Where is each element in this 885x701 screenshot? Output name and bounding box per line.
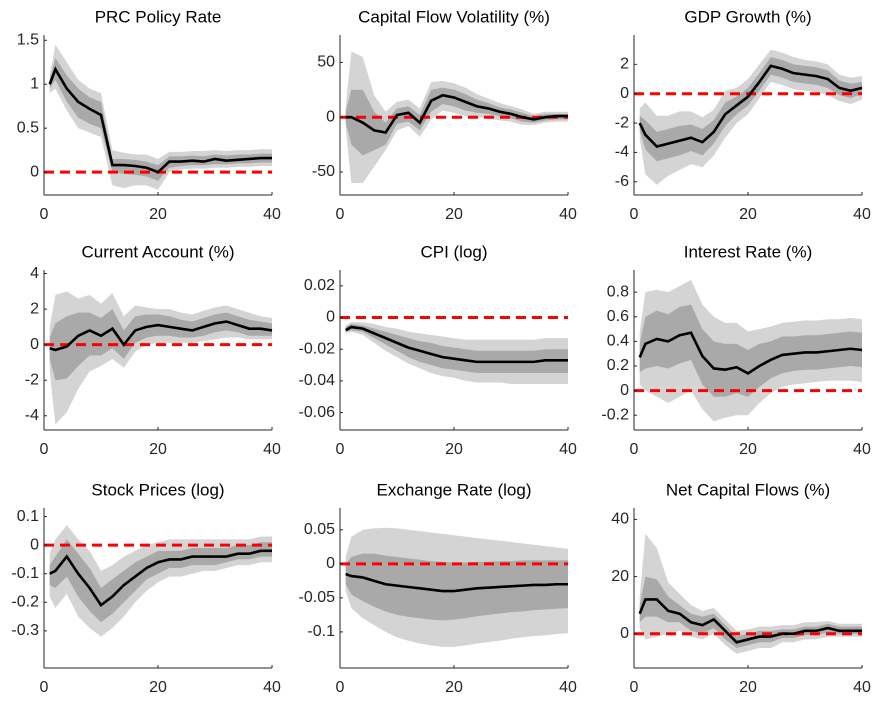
y-tick-label: 0.5 (17, 119, 39, 136)
y-tick-label: -4 (615, 144, 629, 161)
y-tick-label: -0.3 (11, 622, 39, 639)
x-tick-label: 20 (739, 206, 757, 223)
x-tick-label: 40 (559, 679, 577, 696)
x-tick-label: 0 (630, 206, 639, 223)
confidence-band (639, 49, 862, 185)
x-tick-label: 40 (853, 679, 871, 696)
y-tick-label: -0.2 (11, 594, 39, 611)
y-tick-label: 0 (620, 382, 629, 399)
x-tick-label: 40 (263, 441, 281, 458)
y-tick-label: 1 (30, 75, 39, 92)
y-tick-label: 0 (326, 108, 335, 125)
median-line (345, 325, 568, 364)
x-tick-label: 20 (445, 206, 463, 223)
x-tick-label: 20 (149, 441, 167, 458)
x-tick-label: 40 (853, 441, 871, 458)
chart-title: Current Account (%) (81, 242, 234, 261)
y-tick-label: 0.6 (607, 308, 629, 325)
y-tick-label: -0.06 (299, 404, 336, 421)
chart-title: Stock Prices (log) (91, 480, 224, 499)
y-tick-label: 0.8 (607, 283, 629, 300)
y-tick-label: 0.05 (304, 521, 335, 538)
median-line (49, 320, 273, 352)
y-tick-label: 2 (30, 300, 39, 317)
confidence-band (345, 553, 568, 621)
y-tick-label: 0.2 (607, 357, 629, 374)
confidence-band (49, 44, 273, 190)
y-tick-label: -0.02 (299, 340, 336, 357)
x-tick-label: 20 (445, 441, 463, 458)
median-line (49, 549, 272, 608)
x-tick-label: 0 (630, 679, 639, 696)
y-tick-label: 20 (611, 568, 629, 585)
median-line (638, 331, 863, 375)
x-tick-label: 0 (336, 206, 345, 223)
y-tick-label: -0.1 (11, 565, 39, 582)
y-tick-label: 0.02 (304, 277, 335, 294)
x-tick-label: 40 (263, 206, 281, 223)
chart-title: GDP Growth (%) (684, 7, 811, 26)
x-tick-label: 0 (336, 441, 345, 458)
y-tick-label: 0.4 (607, 333, 629, 350)
x-tick-label: 0 (336, 679, 345, 696)
confidence-band (49, 57, 273, 181)
x-tick-label: 20 (149, 679, 167, 696)
x-tick-label: 20 (739, 679, 757, 696)
x-tick-label: 0 (40, 679, 49, 696)
chart-title: Exchange Rate (log) (377, 480, 532, 499)
x-tick-label: 20 (445, 679, 463, 696)
y-tick-label: -6 (615, 173, 629, 190)
y-tick-label: -0.1 (307, 623, 335, 640)
y-tick-label: -0.2 (601, 406, 629, 423)
x-tick-label: 20 (739, 441, 757, 458)
chart-title: PRC Policy Rate (95, 7, 222, 26)
median-line (638, 598, 862, 644)
y-tick-label: 0 (30, 163, 39, 180)
x-tick-label: 20 (149, 206, 167, 223)
x-tick-label: 40 (853, 206, 871, 223)
chart-title: Capital Flow Volatility (%) (358, 7, 550, 26)
y-tick-label: 1.5 (17, 31, 39, 48)
y-tick-label: 50 (317, 54, 335, 71)
chart-title: Net Capital Flows (%) (666, 480, 830, 499)
y-tick-label: 4 (30, 265, 39, 282)
confidence-band (49, 309, 273, 381)
x-tick-label: 0 (40, 206, 49, 223)
y-tick-label: 0 (30, 536, 39, 553)
chart-title: Interest Rate (%) (684, 242, 813, 261)
median-line (48, 66, 272, 174)
chart-title: CPI (log) (420, 242, 487, 261)
y-tick-label: -2 (25, 371, 39, 388)
median-line (345, 572, 568, 593)
median-line (345, 93, 568, 134)
x-tick-label: 40 (559, 206, 577, 223)
y-tick-label: 0 (326, 309, 335, 326)
y-tick-label: -50 (312, 163, 335, 180)
y-tick-label: 40 (611, 511, 629, 528)
confidence-band (639, 57, 862, 162)
x-tick-label: 40 (559, 441, 577, 458)
x-tick-label: 0 (40, 441, 49, 458)
x-tick-label: 0 (630, 441, 639, 458)
y-tick-label: 0 (30, 336, 39, 353)
y-tick-label: -2 (615, 114, 629, 131)
y-tick-label: -0.05 (299, 589, 336, 606)
x-tick-label: 40 (263, 679, 281, 696)
y-tick-label: 0 (326, 555, 335, 572)
y-tick-label: 0 (620, 85, 629, 102)
y-tick-label: -4 (25, 407, 39, 424)
y-tick-label: 0 (620, 625, 629, 642)
confidence-band (345, 87, 568, 156)
median-line (638, 64, 863, 149)
y-tick-label: 2 (620, 56, 629, 73)
confidence-band (639, 304, 862, 397)
y-tick-label: 0.1 (17, 508, 39, 525)
y-tick-label: -0.04 (299, 372, 336, 389)
